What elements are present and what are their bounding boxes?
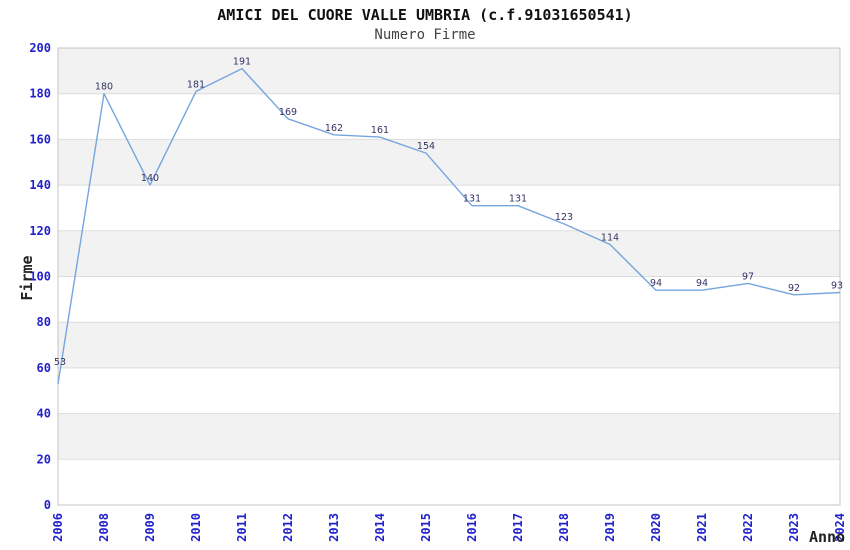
x-tick-label: 2019 bbox=[603, 513, 617, 542]
plot-bands bbox=[58, 48, 840, 460]
data-label: 162 bbox=[325, 123, 343, 134]
x-tick-label: 2015 bbox=[419, 513, 433, 542]
data-label: 191 bbox=[233, 57, 251, 68]
y-axis-tick-labels: 0 20 40 60 80 100 120 140 160 180 200 bbox=[29, 41, 51, 512]
chart-title: AMICI DEL CUORE VALLE UMBRIA (c.f.910316… bbox=[217, 6, 633, 24]
x-axis-tick-labels: 2006 2008 2009 2010 2011 2012 2013 2014 2015 2016… bbox=[51, 513, 847, 542]
data-label: 180 bbox=[95, 82, 113, 93]
x-tick-label: 2020 bbox=[649, 513, 663, 542]
x-tick-label: 2013 bbox=[327, 513, 341, 542]
data-label: 131 bbox=[509, 194, 527, 205]
data-label: 123 bbox=[555, 212, 573, 223]
x-tick-label: 2022 bbox=[741, 513, 755, 542]
data-label: 53 bbox=[54, 357, 66, 368]
chart-subtitle: Numero Firme bbox=[374, 27, 476, 43]
x-tick-label: 2006 bbox=[51, 513, 65, 542]
data-label: 93 bbox=[831, 281, 843, 292]
data-labels: 53 180 140 181 191 169 162 161 154 131 131 123 114 94… bbox=[54, 57, 843, 368]
x-tick-label: 2018 bbox=[557, 513, 571, 542]
x-tick-label: 2016 bbox=[465, 513, 479, 542]
x-tick-label: 2008 bbox=[97, 513, 111, 542]
data-label: 161 bbox=[371, 125, 389, 136]
data-label: 94 bbox=[650, 278, 662, 289]
data-label: 154 bbox=[417, 141, 435, 152]
x-tick-label: 2024 bbox=[833, 513, 847, 542]
y-tick-label: 200 bbox=[29, 41, 51, 55]
x-tick-label: 2012 bbox=[281, 513, 295, 542]
y-axis-title: Firme bbox=[18, 255, 36, 301]
data-label: 114 bbox=[601, 233, 619, 244]
y-tick-label: 120 bbox=[29, 224, 51, 238]
x-tick-label: 2017 bbox=[511, 513, 525, 542]
x-tick-label: 2023 bbox=[787, 513, 801, 542]
data-label: 97 bbox=[742, 271, 754, 282]
data-label: 131 bbox=[463, 194, 481, 205]
x-tick-label: 2009 bbox=[143, 513, 157, 542]
y-tick-label: 100 bbox=[29, 270, 51, 284]
data-label: 169 bbox=[279, 107, 297, 118]
y-tick-label: 60 bbox=[37, 361, 51, 375]
y-tick-label: 40 bbox=[37, 407, 51, 421]
x-tick-label: 2014 bbox=[373, 513, 387, 542]
x-axis-title: Anno bbox=[808, 528, 846, 546]
data-label: 92 bbox=[788, 283, 800, 294]
data-label: 94 bbox=[696, 278, 708, 289]
x-tick-label: 2010 bbox=[189, 513, 203, 542]
y-tick-label: 140 bbox=[29, 178, 51, 192]
series-line bbox=[57, 67, 841, 385]
y-tick-label: 160 bbox=[29, 132, 51, 146]
y-tick-label: 20 bbox=[37, 452, 51, 466]
data-label: 181 bbox=[187, 79, 205, 90]
y-tick-label: 180 bbox=[29, 87, 51, 101]
plot-border bbox=[57, 47, 841, 506]
data-label: 140 bbox=[141, 173, 159, 184]
x-tick-label: 2021 bbox=[695, 513, 709, 542]
y-tick-label: 0 bbox=[44, 498, 51, 512]
y-tick-label: 80 bbox=[37, 315, 51, 329]
x-tick-label: 2011 bbox=[235, 513, 249, 542]
